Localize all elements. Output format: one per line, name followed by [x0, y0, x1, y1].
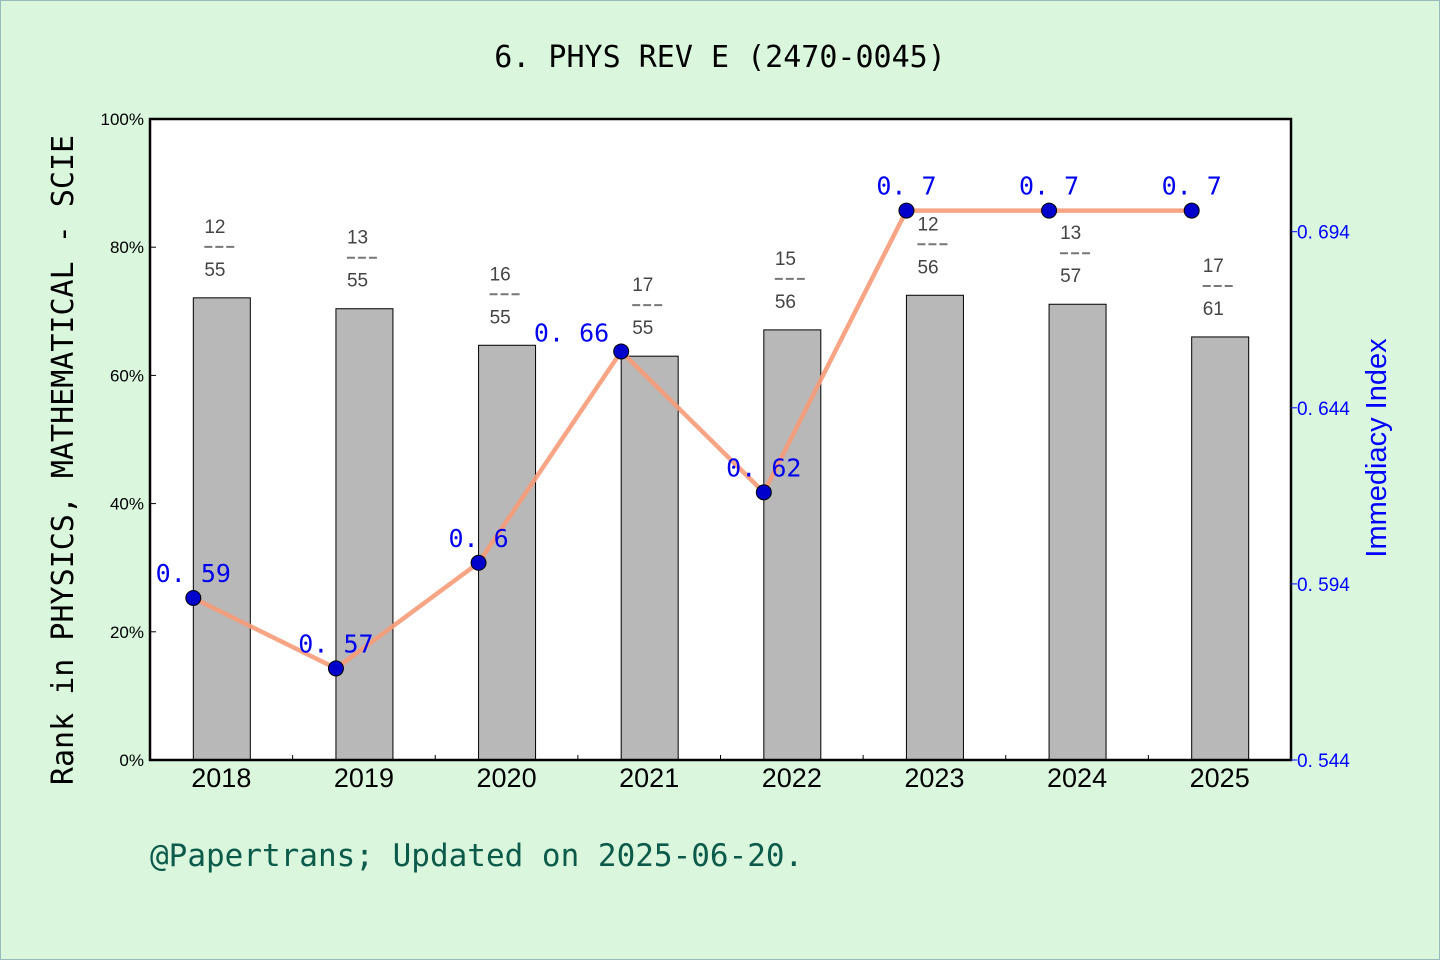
y-tick-label-left: 100% [101, 110, 144, 129]
immediacy-point-2024 [1041, 202, 1058, 219]
y-tick-label-right: 0. 544 [1297, 751, 1350, 772]
immediacy-point-2018 [185, 589, 202, 606]
x-tick-label: 2020 [477, 763, 537, 793]
x-tick-label: 2022 [762, 763, 822, 793]
immediacy-point-2022 [755, 484, 772, 501]
rank-label: 12 [204, 217, 225, 238]
y-tick-label-left: 40% [110, 495, 144, 514]
bar-2018 [192, 297, 251, 761]
plot-area [150, 119, 1291, 760]
immediacy-label: 0. 7 [1019, 172, 1079, 201]
total-label: 61 [1203, 299, 1224, 320]
bar-2021 [620, 355, 679, 761]
immediacy-line [192, 208, 1192, 672]
rank-label: 17 [632, 275, 653, 296]
y-tick-label-left: 0% [119, 751, 144, 770]
rank-label: 13 [347, 228, 368, 249]
left-axis-label: Rank in PHYSICS, MATHEMATICAL - SCIE [46, 135, 81, 785]
y-tick-label-right: 0. 694 [1297, 223, 1350, 244]
immediacy-point-2020 [470, 554, 487, 571]
total-label: 55 [490, 307, 511, 328]
rank-label: 13 [1060, 223, 1081, 244]
x-tick-label: 2021 [619, 763, 679, 793]
total-label: 55 [204, 260, 225, 281]
y-tick-label-right: 0. 594 [1297, 575, 1350, 596]
total-label: 55 [347, 271, 368, 292]
bar-2024 [1048, 303, 1107, 761]
total-label: 57 [1060, 266, 1081, 287]
right-axis-label: Immediacy Index [1361, 338, 1393, 558]
immediacy-label: 0. 7 [1162, 172, 1222, 201]
immediacy-label: 0. 7 [876, 172, 936, 201]
immediacy-point-2023 [898, 202, 915, 219]
chart-title: 6. PHYS REV E (2470-0045) [494, 40, 946, 75]
immediacy-label: 0. 62 [726, 453, 801, 482]
x-tick-label: 2018 [191, 763, 251, 793]
y-tick-label-left: 20% [110, 623, 144, 642]
bar-2025 [1191, 336, 1250, 761]
immediacy-point-2021 [613, 343, 630, 360]
rank-label: 12 [917, 214, 938, 235]
bar-2019 [335, 308, 394, 761]
x-tick-label: 2025 [1190, 763, 1250, 793]
immediacy-point-2019 [327, 660, 344, 677]
y-tick-label-right: 0. 644 [1297, 399, 1350, 420]
immediacy-label: 0. 66 [534, 318, 609, 347]
immediacy-point-2025 [1183, 202, 1200, 219]
rank-label: 17 [1203, 256, 1224, 277]
y-tick-label-left: 60% [110, 366, 144, 385]
y-tick-label-left: 80% [110, 238, 144, 257]
x-tick-label: 2023 [904, 763, 964, 793]
rank-label: 16 [490, 264, 511, 285]
total-label: 56 [917, 257, 938, 278]
bar-2023 [905, 294, 964, 761]
total-label: 56 [775, 292, 796, 313]
immediacy-label: 0. 6 [448, 524, 508, 553]
total-label: 55 [632, 318, 653, 339]
immediacy-label: 0. 57 [298, 629, 373, 658]
rank-label: 15 [775, 249, 796, 270]
footer-credit: @Papertrans; Updated on 2025-06-20. [150, 838, 803, 874]
x-tick-label: 2019 [334, 763, 394, 793]
immediacy-label: 0. 59 [156, 559, 231, 588]
x-tick-label: 2024 [1047, 763, 1107, 793]
